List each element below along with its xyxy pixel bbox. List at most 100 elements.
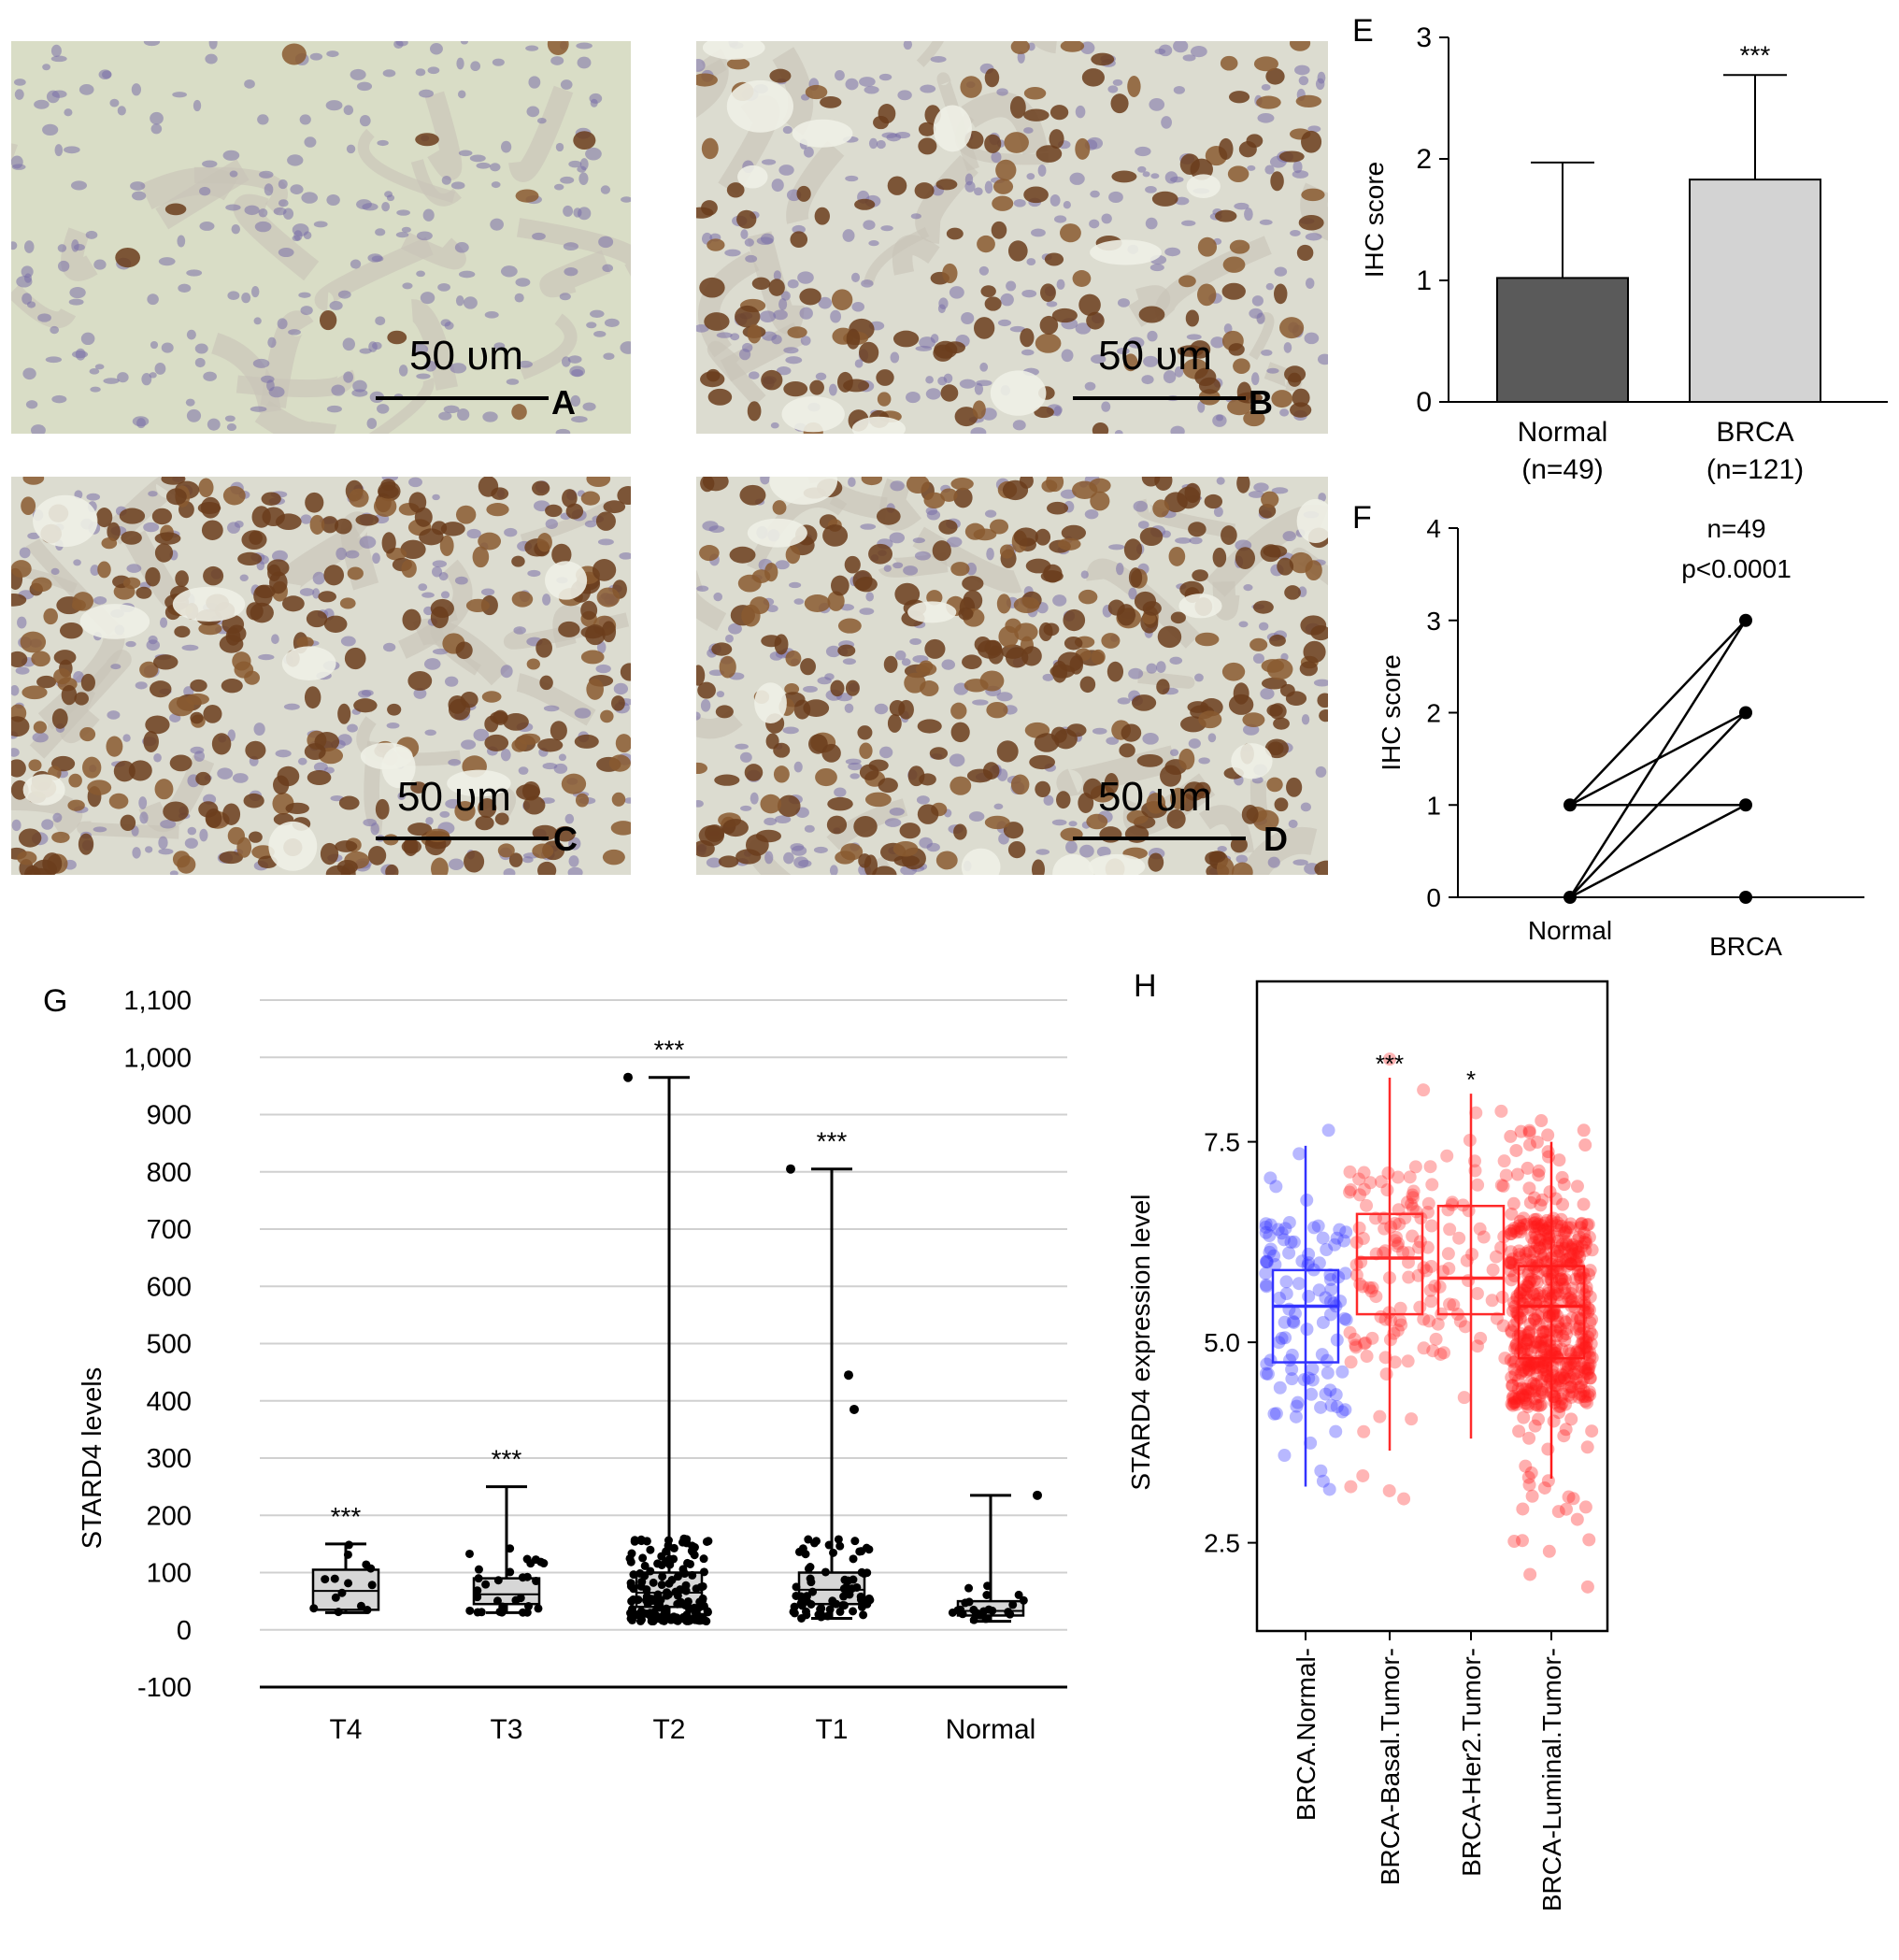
- data-point: [1424, 1295, 1438, 1309]
- nucleus-blue: [135, 681, 148, 690]
- data-point: [1521, 1352, 1535, 1366]
- nucleus-brown: [1101, 633, 1121, 649]
- nucleus-brown: [1243, 410, 1265, 427]
- nucleus-brown: [796, 185, 811, 202]
- nucleus-blue: [143, 522, 160, 533]
- nucleus-brown: [515, 189, 539, 203]
- data-point: [1536, 1223, 1550, 1238]
- nucleus-blue: [527, 569, 541, 578]
- data-point: [1578, 1390, 1592, 1404]
- nucleus-blue: [254, 221, 272, 233]
- data-point: [1585, 1312, 1599, 1326]
- nucleus-blue: [252, 358, 270, 368]
- nucleus-blue: [724, 249, 741, 257]
- nucleus-brown: [787, 326, 807, 338]
- data-point: [1572, 1245, 1586, 1259]
- nucleus-brown: [878, 778, 898, 794]
- nucleus-blue: [949, 286, 964, 299]
- data-point: [1542, 1309, 1556, 1323]
- nucleus-brown: [864, 792, 892, 808]
- data-point: [1269, 1407, 1283, 1421]
- nucleus-blue: [884, 818, 902, 827]
- data-point: [1517, 1211, 1531, 1225]
- nucleus-brown: [1090, 491, 1110, 511]
- data-point: [1260, 1255, 1274, 1269]
- nucleus-brown: [375, 798, 390, 820]
- nucleus-blue: [912, 537, 925, 544]
- nucleus-blue: [359, 536, 377, 549]
- nucleus-blue: [503, 867, 516, 875]
- nucleus-blue: [1235, 854, 1248, 864]
- data-point: [1557, 1178, 1571, 1192]
- data-point: [1524, 1466, 1538, 1480]
- nucleus-blue: [11, 819, 21, 832]
- nucleus-blue: [1156, 661, 1166, 673]
- data-point: [1578, 1339, 1592, 1353]
- data-point: [1537, 1325, 1551, 1339]
- nucleus-brown: [711, 642, 733, 656]
- lumen-space: [447, 769, 511, 797]
- data-point: [1511, 1373, 1525, 1387]
- data-point: [1561, 1252, 1575, 1266]
- nucleus-brown: [1178, 275, 1196, 288]
- nucleus-brown: [962, 654, 982, 669]
- nucleus-blue: [21, 293, 33, 305]
- nucleus-blue: [972, 699, 989, 706]
- data-point: [1572, 1390, 1586, 1404]
- nucleus-blue: [372, 341, 382, 351]
- y-tick-label: 400: [147, 1387, 192, 1417]
- nucleus-blue: [1313, 679, 1328, 687]
- data-point: [1517, 1363, 1531, 1377]
- nucleus-blue: [98, 69, 112, 79]
- point-brca: [1739, 798, 1752, 812]
- data-point: [1570, 1310, 1584, 1324]
- data-point: [1486, 1263, 1500, 1277]
- nucleus-blue: [739, 751, 752, 763]
- data-point: [1521, 1280, 1535, 1294]
- nucleus-blue: [382, 642, 396, 652]
- nucleus-brown: [1010, 774, 1030, 795]
- data-point: [1515, 1381, 1529, 1395]
- nucleus-brown: [592, 559, 617, 581]
- nucleus-brown: [97, 561, 111, 579]
- nucleus-brown: [1023, 108, 1049, 122]
- nucleus-blue: [542, 763, 558, 770]
- nucleus-brown: [774, 634, 789, 655]
- nucleus-blue: [984, 180, 993, 194]
- nucleus-brown: [772, 500, 787, 515]
- data-point: [1543, 1266, 1557, 1280]
- data-point: [1496, 1180, 1510, 1194]
- nucleus-brown: [608, 754, 631, 772]
- data-point: [1512, 1392, 1526, 1406]
- data-point: [1504, 1353, 1518, 1367]
- data-point: [1582, 1303, 1596, 1317]
- nucleus-brown: [1220, 55, 1238, 71]
- data-point: [683, 1596, 692, 1606]
- data-point: [1581, 1366, 1595, 1381]
- x-tick-label: BRCA: [1716, 417, 1793, 448]
- data-point: [1522, 1125, 1536, 1139]
- nucleus-blue: [290, 184, 304, 194]
- data-point: [1352, 1172, 1366, 1186]
- data-point: [1521, 1333, 1535, 1347]
- nucleus-blue: [89, 368, 100, 375]
- data-point: [1535, 1324, 1549, 1338]
- data-point: [1512, 1248, 1526, 1262]
- nucleus-brown: [201, 520, 223, 540]
- data-point: [1533, 1398, 1547, 1412]
- nucleus-brown: [211, 733, 232, 755]
- nucleus-brown: [980, 285, 996, 298]
- nucleus-brown: [336, 859, 358, 875]
- nucleus-brown: [1222, 256, 1246, 273]
- nucleus-brown: [1078, 589, 1098, 605]
- nucleus-brown: [765, 733, 779, 750]
- nucleus-brown: [611, 792, 626, 807]
- data-point: [835, 1607, 845, 1616]
- data-point: [1524, 1253, 1538, 1267]
- data-point: [1343, 1165, 1357, 1179]
- data-point: [1277, 1233, 1291, 1247]
- nucleus-brown: [200, 496, 221, 519]
- nucleus-blue: [1181, 220, 1196, 226]
- nucleus-blue: [1084, 508, 1099, 520]
- data-point: [1527, 1356, 1541, 1370]
